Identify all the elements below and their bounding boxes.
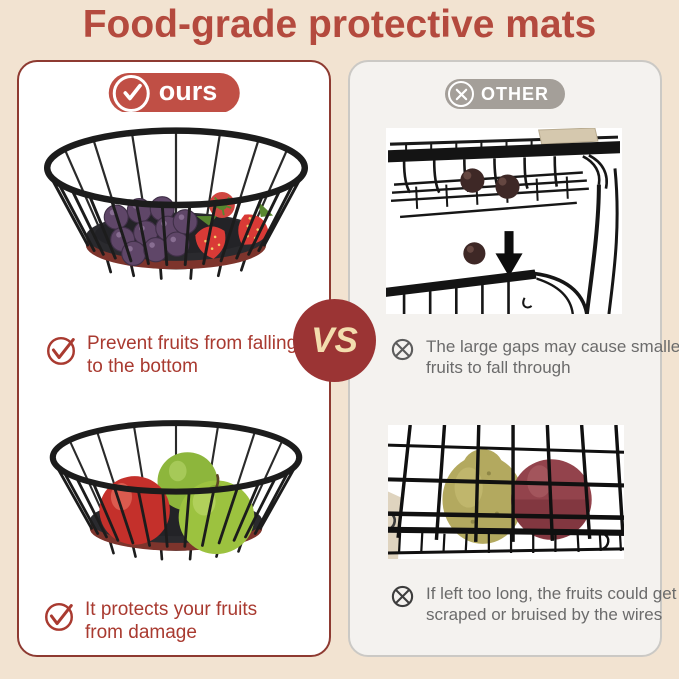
other-point-2-text: If left too long, the fruits could get s… <box>426 583 676 625</box>
x-circle-icon <box>448 81 474 107</box>
ours-panel: ours <box>17 60 331 657</box>
vs-badge: VS <box>293 299 376 382</box>
check-circle-icon <box>42 599 76 638</box>
ours-point-2: It protects your fruits from damage <box>42 598 257 644</box>
line: from damage <box>85 622 197 643</box>
ours-badge: ours <box>108 73 240 113</box>
line: scraped or bruised by the wires <box>426 605 663 624</box>
basket-with-mat-apples <box>44 406 308 590</box>
check-circle-icon <box>44 333 78 372</box>
ours-badge-label: ours <box>158 76 218 106</box>
other-badge-label: OTHER <box>481 84 549 104</box>
fruits-pressed-against-wires <box>388 425 624 559</box>
line: If left too long, the fruits could get <box>426 584 677 603</box>
ours-point-2-text: It protects your fruits from damage <box>85 598 257 644</box>
down-arrow-icon <box>495 231 523 277</box>
line: to the bottom <box>87 356 198 377</box>
vs-label: VS <box>311 320 358 360</box>
line: fruits to fall through <box>426 358 571 377</box>
ours-point-1-text: Prevent fruits from falling to the botto… <box>87 332 297 378</box>
other-badge: OTHER <box>445 79 565 109</box>
line: It protects your fruits <box>85 599 258 620</box>
other-point-1: The large gaps may cause smaller fruits … <box>390 336 679 378</box>
x-circle-icon <box>390 337 415 367</box>
other-panel: OTHER <box>348 60 679 657</box>
other-point-2: If left too long, the fruits could get s… <box>390 583 676 625</box>
x-circle-icon <box>390 584 415 614</box>
falling-fruit <box>463 242 486 265</box>
page-title: Food-grade protective mats <box>82 3 597 46</box>
other-point-1-text: The large gaps may cause smaller fruits … <box>426 336 679 378</box>
ours-point-1: Prevent fruits from falling to the botto… <box>44 332 297 378</box>
check-circle-icon <box>112 74 150 112</box>
wire-rack-fruit-falling-through <box>386 128 622 314</box>
basket-with-mat-grapes-strawberries <box>38 112 314 312</box>
line: Prevent fruits from falling <box>87 333 298 354</box>
line: The large gaps may cause smaller <box>426 337 679 356</box>
